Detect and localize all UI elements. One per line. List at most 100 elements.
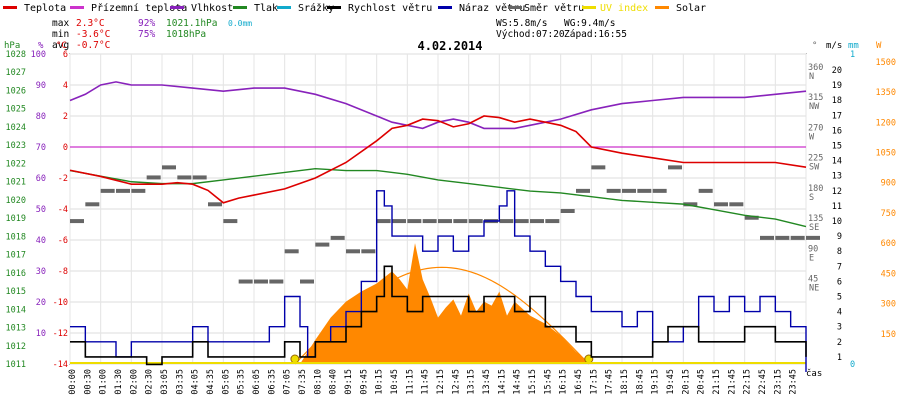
humidity-tick-label: 10	[36, 329, 46, 339]
hpa-tick-label: 1027	[6, 68, 26, 78]
ms-tick-label: 20	[832, 66, 842, 76]
ms-tick-label: 8	[837, 247, 842, 257]
hpa-tick-label: 1014	[6, 305, 26, 315]
x-axis-label: čas	[806, 368, 822, 379]
w-tick-label: 900	[881, 179, 896, 189]
ms-tick-label: 9	[837, 232, 842, 242]
w-tick-label: 600	[881, 239, 896, 249]
ms-tick-label: 5	[837, 293, 842, 303]
legend-item-uv: UV index	[582, 3, 648, 14]
time-tick-label: 05:05	[221, 369, 231, 395]
w-tick-label: 750	[881, 209, 896, 219]
direction-compass-label: SE	[809, 223, 819, 233]
temp-tick-label: -8	[58, 267, 68, 277]
time-tick-label: 23:45	[789, 369, 799, 395]
ms-tick-label: 2	[837, 338, 842, 348]
wind-speed-avg: WS:5.8m/s	[496, 18, 547, 29]
time-tick-label: 20:15	[681, 369, 691, 395]
humidity-tick-label: 30	[36, 267, 46, 277]
sun-curve	[294, 266, 590, 365]
ms-tick-label: 18	[832, 96, 842, 106]
mm-tick-label: 1	[850, 50, 855, 60]
stats-min-humidity: 75%	[138, 29, 155, 40]
time-tick-label: 12:15	[436, 369, 446, 395]
stats-max-rain: 0.0mm	[228, 19, 252, 28]
time-tick-label: 13:45	[482, 369, 492, 395]
hpa-tick-label: 1017	[6, 251, 26, 261]
sunrise-time: Východ:07:20	[496, 29, 565, 40]
hpa-tick-label: 1025	[6, 105, 26, 115]
direction-compass-label: E	[809, 253, 814, 263]
temp-tick-label: 0	[63, 143, 68, 153]
sunset-time: Západ:16:55	[564, 29, 627, 40]
ms-tick-label: 10	[832, 217, 842, 227]
direction-tick-label: 45	[808, 275, 818, 285]
time-tick-label: 19:15	[651, 369, 661, 395]
ms-tick-label: 4	[837, 308, 842, 318]
solar-area	[300, 243, 592, 364]
direction-compass-label: NE	[809, 284, 819, 294]
time-tick-label: 21:15	[712, 369, 722, 395]
w-axis-title: W	[876, 41, 882, 51]
time-tick-label: 14:45	[513, 369, 523, 395]
stats-max-humidity: 92%	[138, 18, 155, 29]
mm-axis-title: mm	[848, 41, 859, 51]
direction-tick-label: 270	[808, 123, 823, 133]
wind-speed-line	[70, 265, 807, 366]
time-tick-label: 03:05	[160, 369, 170, 395]
wind-gust-max: WG:9.4m/s	[564, 18, 615, 29]
chart-title: 4.02.2014	[417, 39, 482, 53]
temp-tick-label: 6	[63, 50, 68, 60]
time-tick-label: 22:15	[743, 369, 753, 395]
legend-label: Srážky	[298, 2, 334, 14]
time-tick-label: 22:45	[758, 369, 768, 395]
direction-compass-label: S	[809, 193, 814, 203]
ms-tick-label: 12	[832, 187, 842, 197]
time-tick-label: 09:45	[359, 369, 369, 395]
ms-tick-label: 1	[837, 353, 842, 363]
humidity-tick-label: 80	[36, 112, 46, 122]
stats-block: max 2.3°C 92% 1021.1hPa 0.0mm min -3.6°C…	[52, 18, 252, 51]
stats-max-label: max	[52, 18, 69, 29]
legend-label: Náraz větru	[459, 2, 525, 14]
time-tick-label: 05:35	[237, 369, 247, 395]
ms-tick-label: 3	[837, 323, 842, 333]
legend-label: Rychlost větru	[348, 2, 432, 14]
time-tick-label: 10:15	[375, 369, 385, 395]
temp-tick-label: -12	[53, 329, 68, 339]
hpa-tick-label: 1019	[6, 214, 26, 224]
w-tick-label: 150	[881, 330, 896, 340]
ms-tick-label: 7	[837, 262, 842, 272]
legend-item-temperature: Teplota	[3, 3, 66, 14]
humidity-tick-label: 70	[36, 143, 46, 153]
hpa-tick-label: 1020	[6, 196, 26, 206]
stats-min-label: min	[52, 29, 69, 40]
hpa-axis-title: hPa	[4, 41, 20, 51]
stats-max-temp: 2.3°C	[76, 18, 105, 29]
time-tick-label: 01:00	[99, 369, 109, 395]
time-tick-label: 17:15	[589, 369, 599, 395]
direction-tick-label: 90	[808, 244, 818, 254]
time-tick-label: 04:05	[191, 369, 201, 395]
mm-tick-label: 0	[850, 360, 855, 370]
temp-tick-label: -2	[58, 174, 68, 184]
temp-tick-label: 2	[63, 112, 68, 122]
temp-tick-label: 4	[63, 81, 68, 91]
ms-tick-label: 16	[832, 126, 842, 136]
time-tick-label: 10:45	[390, 369, 400, 395]
ms-tick-label: 6	[837, 277, 842, 287]
time-tick-label: 21:45	[727, 369, 737, 395]
time-tick-label: 16:45	[574, 369, 584, 395]
legend-label: Přízemní teplota	[91, 2, 187, 14]
time-tick-label: 06:35	[267, 369, 277, 395]
time-tick-label: 02:00	[129, 369, 139, 395]
direction-axis-title: °	[812, 41, 817, 51]
ms-tick-label: 14	[832, 157, 842, 167]
temp-tick-label: -10	[53, 298, 68, 308]
legend-item-solar: Solar	[655, 3, 706, 14]
direction-tick-label: 360	[808, 63, 823, 73]
temp-tick-label: -14	[53, 360, 68, 370]
direction-tick-label: 135	[808, 214, 823, 224]
ms-tick-label: 15	[832, 142, 842, 152]
legend-item-humidity: Vlhkost	[170, 3, 233, 14]
